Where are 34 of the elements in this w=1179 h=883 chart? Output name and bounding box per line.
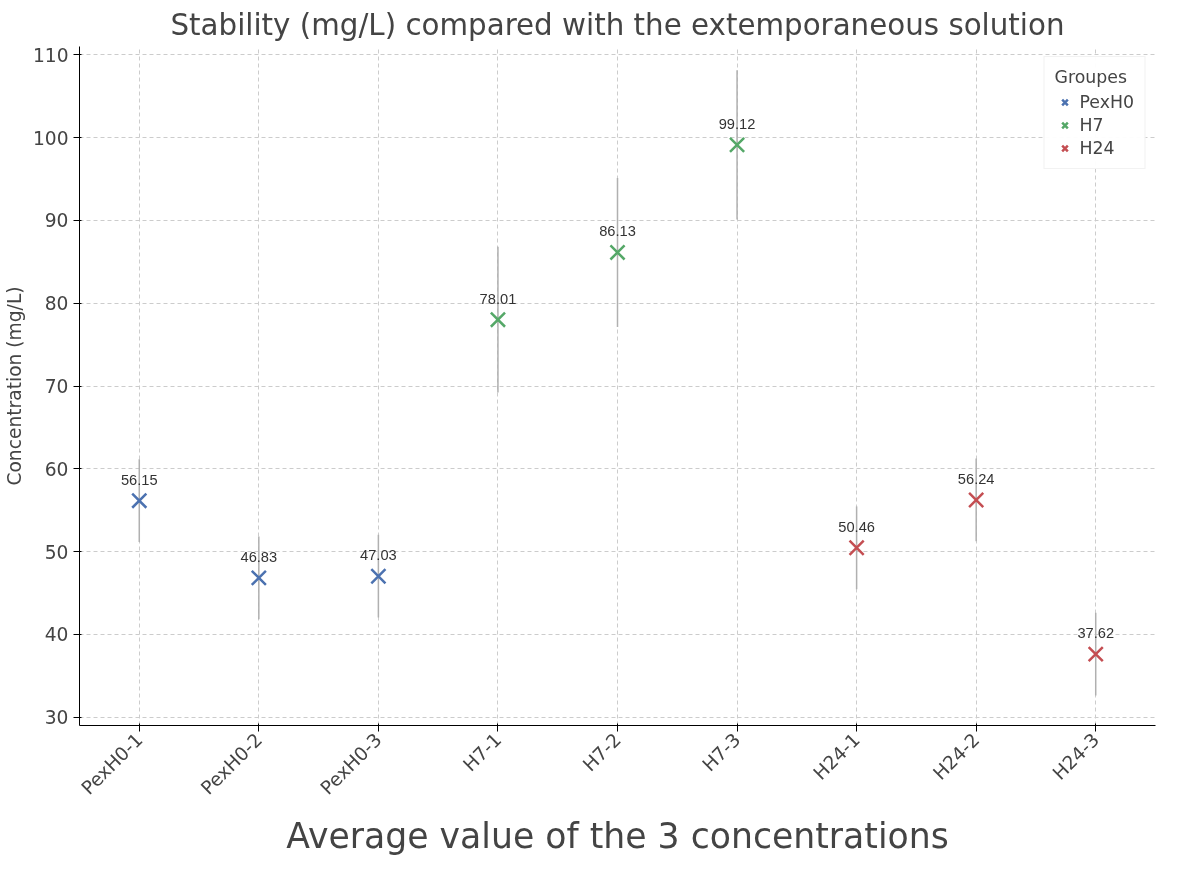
legend-title: Groupes [1054, 67, 1128, 87]
point [250, 569, 268, 587]
point [967, 491, 985, 509]
y-tick-label: 70 [44, 376, 69, 397]
point [848, 539, 865, 557]
point [728, 136, 746, 154]
y-tick-label: 110 [32, 44, 69, 66]
point [370, 567, 387, 585]
y-tick-label: 40 [44, 624, 69, 646]
data-label: 46.83 [240, 548, 278, 565]
y-tick-label: 50 [44, 541, 69, 563]
data-label: 78.01 [479, 290, 517, 307]
data-label: 56.24 [957, 470, 995, 487]
data-label: 56.15 [120, 471, 158, 488]
chart-title: Stability (mg/L) compared with the extemporaneous solution [170, 7, 1065, 42]
y-tick-label: 30 [44, 707, 69, 729]
data-label: 37.62 [1077, 625, 1115, 642]
data-label: 50.46 [838, 518, 875, 535]
point [1087, 645, 1105, 663]
y-tick-label: 60 [44, 458, 69, 480]
y-axis-title: Concentration (mg/L) [3, 286, 25, 486]
legend-label: H7 [1079, 115, 1104, 135]
data-label: 99.12 [718, 115, 756, 132]
y-tick-label: 100 [32, 127, 69, 149]
legend-label: H24 [1079, 138, 1115, 158]
data-label: 47.03 [360, 547, 397, 564]
text: Average value of the 3 concentrations [286, 815, 949, 856]
y-tick-label: 90 [44, 210, 69, 232]
data-label: 86.13 [599, 223, 636, 240]
point [609, 244, 626, 261]
point [489, 311, 507, 328]
point [130, 492, 148, 510]
y-tick-label: 80 [44, 293, 69, 315]
legend-label: PexH0 [1079, 92, 1134, 112]
